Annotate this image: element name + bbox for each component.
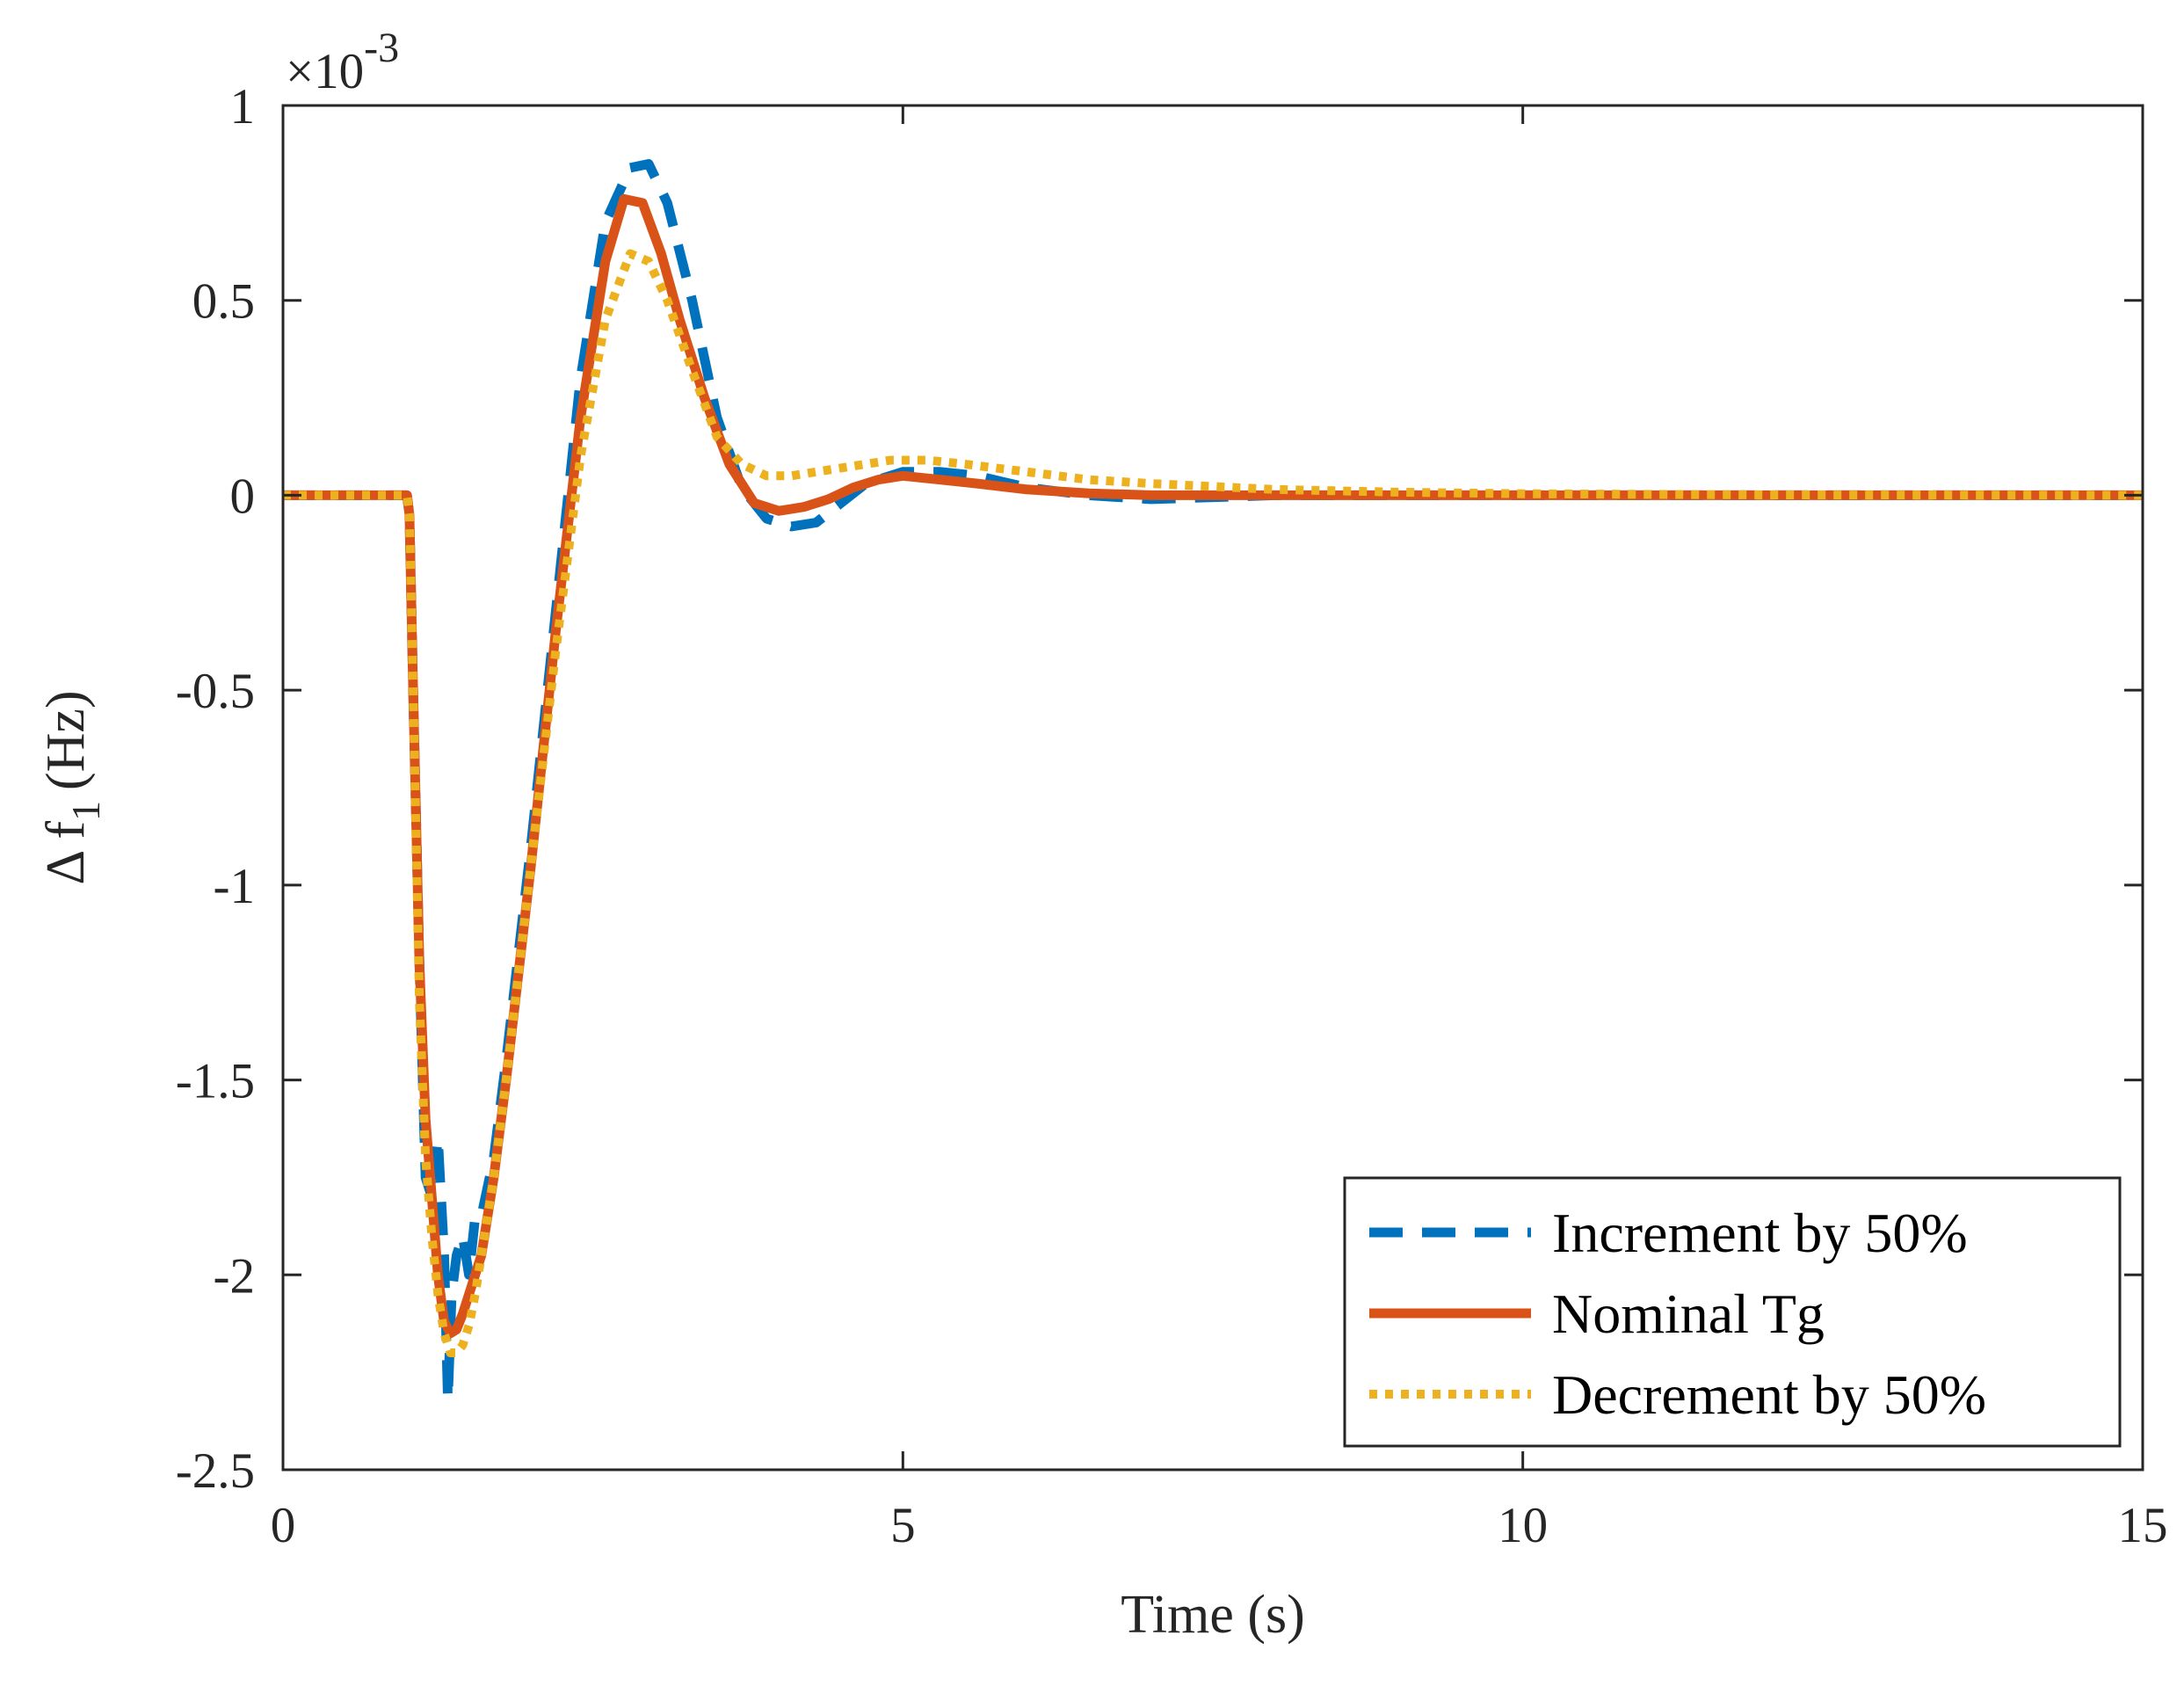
x-tick-label: 15 <box>2118 1498 2168 1553</box>
x-tick-label: 5 <box>890 1498 916 1553</box>
x-tick-label: 10 <box>1498 1498 1548 1553</box>
y-axis-title-unit: (Hz) <box>36 690 96 790</box>
y-tick-label: -0.5 <box>176 664 255 719</box>
exponent-power: -3 <box>364 25 399 71</box>
x-axis-title: Time (s) <box>1121 1585 1305 1645</box>
series-line-1 <box>283 159 2143 1405</box>
plot-frame <box>281 104 2144 1472</box>
legend-label-2: Nominal Tg <box>1552 1283 1825 1345</box>
y-tick-label: -1.5 <box>176 1054 255 1109</box>
y-tick-label: -1 <box>214 859 255 914</box>
y-tick-label: -2 <box>214 1248 255 1304</box>
y-tick-label: 0.5 <box>192 274 255 330</box>
y-tick-label: 0 <box>230 469 256 524</box>
y-axis-title-subscript: 1 <box>63 801 108 821</box>
series-line-3 <box>283 249 2144 1357</box>
series-line-2 <box>283 193 2143 1339</box>
x-tick-label: 0 <box>271 1498 296 1553</box>
legend: Increment by 50% Nominal Tg Decrement by 5… <box>1343 1176 2122 1448</box>
axes: 0 5 10 15 1 0.5 0 -0.5 -1 -1.5 -2 -2.5 ×10-3 Time (s)… <box>36 25 2168 1645</box>
exponent-base: ×10 <box>286 44 364 99</box>
series-lines <box>283 159 2144 1405</box>
exponent-label: ×10-3 <box>286 25 399 99</box>
y-tick-label: 1 <box>230 79 256 134</box>
legend-label-1: Increment by 50% <box>1552 1202 1968 1264</box>
y-tick-label: -2.5 <box>176 1443 255 1499</box>
y-axis-title: Δ f1 (Hz) <box>36 690 108 884</box>
y-axis-title-main: Δ f <box>36 821 96 885</box>
legend-label-3: Decrement by 50% <box>1552 1363 1986 1426</box>
